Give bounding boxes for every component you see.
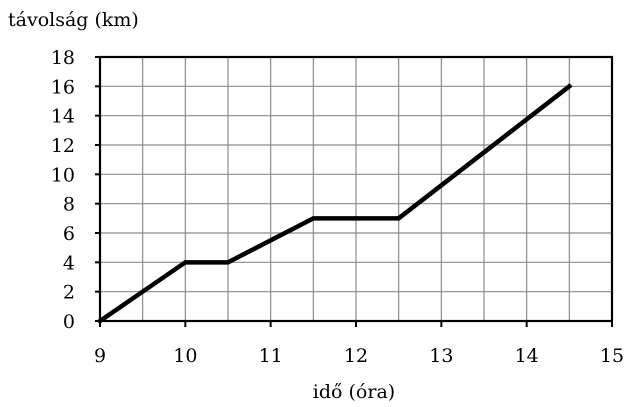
x-tick-label: 15: [600, 345, 624, 367]
y-tick-label: 0: [63, 311, 75, 333]
x-tick-label: 10: [173, 345, 197, 367]
x-tick-label: 14: [515, 345, 539, 367]
y-tick-label: 2: [63, 282, 75, 304]
y-tick-label: 12: [51, 135, 75, 157]
y-tick-label: 8: [63, 194, 75, 216]
x-tick-label: 9: [94, 345, 106, 367]
x-axis-ticks: 9 10 11 12 13 14 15: [94, 321, 624, 367]
y-tick-label: 16: [51, 76, 75, 98]
x-tick-label: 12: [344, 345, 368, 367]
y-axis-ticks: 0 2 4 6 8 10 12 14 16 18: [51, 47, 100, 333]
y-tick-label: 10: [51, 164, 75, 186]
y-tick-label: 14: [51, 106, 75, 128]
x-axis-label: idő (óra): [313, 381, 395, 403]
grid: [99, 56, 613, 322]
y-tick-label: 6: [63, 223, 75, 245]
series-group: [96, 83, 573, 325]
series-line: [96, 83, 573, 325]
x-tick-label: 13: [429, 345, 453, 367]
y-tick-label: 18: [51, 47, 75, 69]
y-axis-label: távolság (km): [8, 9, 139, 31]
y-tick-label: 4: [63, 252, 75, 274]
x-tick-label: 11: [259, 345, 283, 367]
